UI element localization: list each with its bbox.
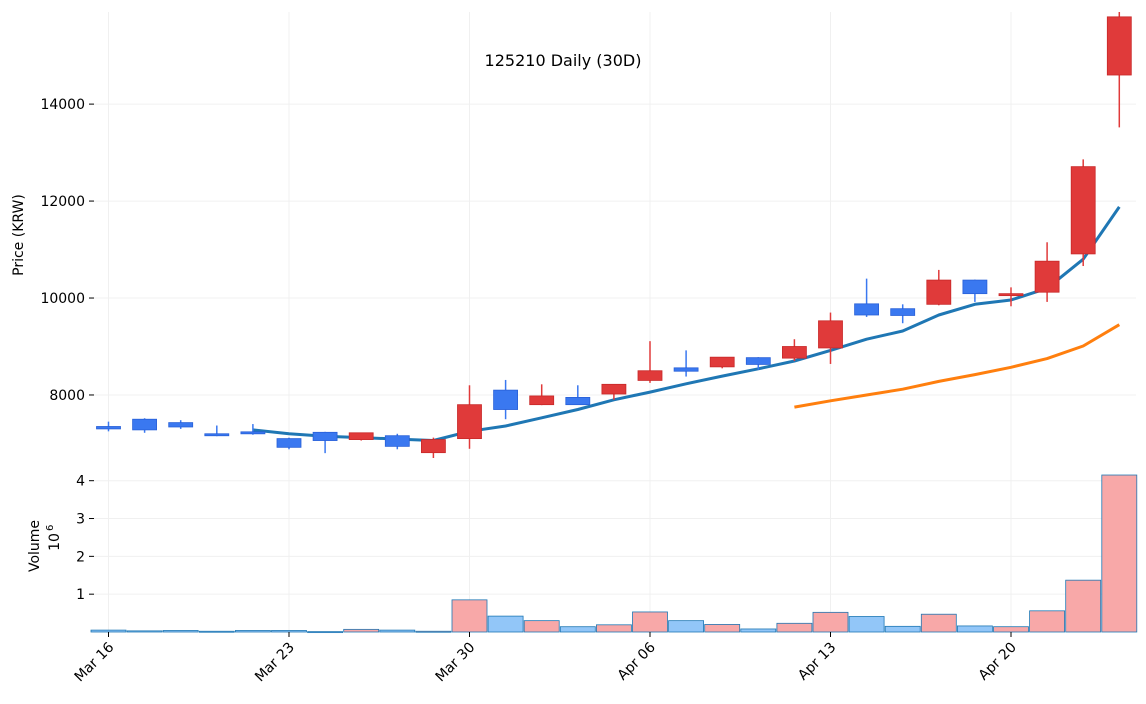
candle-body <box>168 422 194 428</box>
volume-tick-label: 4 <box>76 474 85 490</box>
volume-scale-label: 10 6 <box>45 525 63 551</box>
candle-body <box>962 279 988 295</box>
candle-body <box>926 279 952 305</box>
ma-long-line <box>794 323 1121 409</box>
price-tick-label: 12000 <box>40 194 85 210</box>
x-tick-label: Mar 23 <box>252 640 298 686</box>
volume-scale-exponent: 6 <box>45 525 56 531</box>
candle-body <box>1034 260 1060 293</box>
ma-short-line <box>252 206 1121 442</box>
volume-bar <box>740 628 777 633</box>
volume-bar <box>126 630 163 633</box>
candle-body <box>673 367 699 372</box>
candle-body <box>637 370 663 381</box>
volume-axis-title: Volume <box>27 520 43 572</box>
volume-bar <box>920 613 957 633</box>
candle-body <box>457 404 482 440</box>
volume-bar <box>451 599 488 633</box>
candle-body <box>745 357 771 365</box>
volume-bar <box>776 622 813 633</box>
candle-body <box>818 320 843 349</box>
volume-bar <box>668 620 704 633</box>
candle-body <box>565 397 591 406</box>
volume-bar <box>1101 474 1138 633</box>
moving-average-lines <box>252 206 1121 442</box>
candle-body <box>601 383 627 395</box>
candle-body <box>96 426 121 430</box>
volume-bar <box>162 630 199 633</box>
volume-bar <box>559 626 596 633</box>
volume-bar <box>632 611 668 633</box>
volume-tick-label: 1 <box>76 587 85 603</box>
candle-body <box>348 432 374 440</box>
candle-body <box>1070 166 1096 255</box>
volume-bar <box>523 620 560 633</box>
price-tick-label: 8000 <box>49 388 85 404</box>
x-tick-label: Mar 30 <box>433 640 479 686</box>
axes: Mar 16 Mar 23 Mar 30 Apr 06 Apr 13 Apr 20 8000… <box>40 97 1019 685</box>
candle-body <box>204 433 230 437</box>
x-tick-label: Apr 06 <box>615 639 659 683</box>
candle-body <box>312 431 338 441</box>
volume-bar <box>993 626 1029 633</box>
x-tick-label: Apr 13 <box>795 640 839 684</box>
candle-body <box>240 431 266 435</box>
candle-body <box>276 438 302 448</box>
volume-bar <box>812 611 849 633</box>
candle-body <box>1106 16 1132 76</box>
price-tick-label: 14000 <box>40 97 85 113</box>
volume-bar <box>343 628 380 633</box>
volume-bar <box>379 629 416 633</box>
volume-bar <box>271 630 307 633</box>
volume-tick-label: 2 <box>76 549 85 565</box>
candle-body <box>529 395 555 406</box>
volume-bar <box>198 630 235 633</box>
volume-bar <box>1065 579 1102 633</box>
candles <box>96 12 1132 458</box>
volume-bar <box>704 624 741 633</box>
candle-body <box>493 389 519 410</box>
chart-title: 125210 Daily (30D) <box>485 51 642 70</box>
volume-tick-label: 3 <box>76 512 85 528</box>
candle-body <box>782 346 807 359</box>
volume-bars <box>90 474 1138 634</box>
x-tick-label: Apr 20 <box>976 640 1020 684</box>
candle-body <box>132 418 158 431</box>
volume-bar <box>415 630 452 633</box>
volume-bar <box>234 630 271 633</box>
price-axis-title: Price (KRW) <box>11 194 27 276</box>
price-tick-label: 10000 <box>40 291 85 307</box>
volume-bar <box>957 625 993 633</box>
volume-bar <box>307 631 344 634</box>
candle-body <box>420 439 446 454</box>
candle-body <box>384 435 410 447</box>
volume-bar <box>487 615 524 633</box>
candle-body <box>709 356 735 368</box>
candle-body <box>854 303 879 316</box>
volume-bar <box>1029 610 1065 633</box>
candle-body <box>890 308 916 316</box>
volume-bar <box>596 624 632 633</box>
volume-bar <box>884 625 921 633</box>
volume-scale-base: 10 <box>47 533 63 551</box>
grid-lines <box>94 12 1136 632</box>
volume-bar <box>90 629 127 633</box>
candle-body <box>998 293 1024 297</box>
x-tick-label: Mar 16 <box>72 639 118 685</box>
volume-bar <box>848 616 885 633</box>
